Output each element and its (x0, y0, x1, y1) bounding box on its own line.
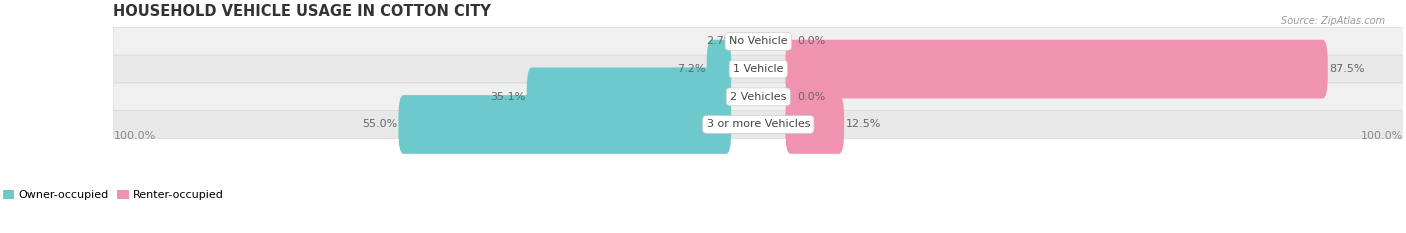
Text: 100.0%: 100.0% (114, 131, 156, 141)
Text: 2 Vehicles: 2 Vehicles (730, 92, 786, 102)
Text: 7.2%: 7.2% (676, 64, 706, 74)
FancyBboxPatch shape (114, 111, 1403, 138)
FancyBboxPatch shape (114, 83, 1403, 111)
Text: 3 or more Vehicles: 3 or more Vehicles (707, 120, 810, 130)
Legend: Owner-occupied, Renter-occupied: Owner-occupied, Renter-occupied (3, 190, 224, 200)
FancyBboxPatch shape (786, 95, 844, 154)
Text: 2.7%: 2.7% (706, 36, 734, 46)
Text: 35.1%: 35.1% (491, 92, 526, 102)
FancyBboxPatch shape (398, 95, 731, 154)
Text: No Vehicle: No Vehicle (728, 36, 787, 46)
Text: 0.0%: 0.0% (797, 92, 825, 102)
Text: 1 Vehicle: 1 Vehicle (733, 64, 783, 74)
FancyBboxPatch shape (114, 55, 1403, 83)
Text: 100.0%: 100.0% (1361, 131, 1403, 141)
FancyBboxPatch shape (114, 27, 1403, 55)
FancyBboxPatch shape (707, 40, 731, 99)
Text: HOUSEHOLD VEHICLE USAGE IN COTTON CITY: HOUSEHOLD VEHICLE USAGE IN COTTON CITY (114, 4, 491, 19)
Text: 55.0%: 55.0% (361, 120, 396, 130)
Text: Source: ZipAtlas.com: Source: ZipAtlas.com (1281, 16, 1385, 26)
FancyBboxPatch shape (527, 67, 731, 126)
Text: 0.0%: 0.0% (797, 36, 825, 46)
FancyBboxPatch shape (786, 40, 1327, 99)
Text: 87.5%: 87.5% (1329, 64, 1365, 74)
Text: 12.5%: 12.5% (845, 120, 880, 130)
